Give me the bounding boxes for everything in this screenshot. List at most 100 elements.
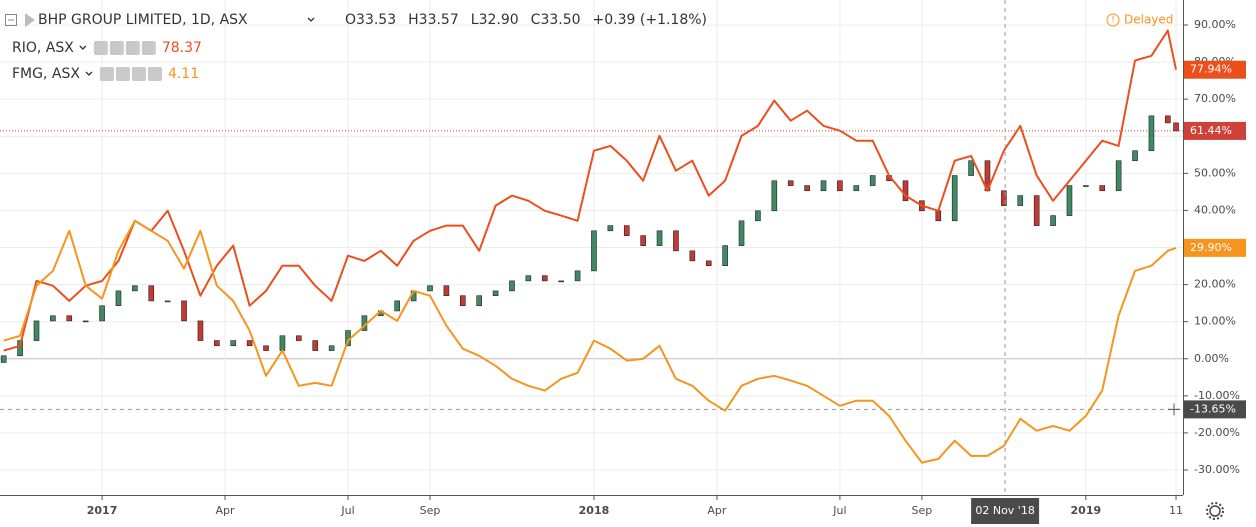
crosshair-y-label: -13.65% — [1190, 402, 1236, 415]
candle — [328, 345, 335, 351]
candle — [689, 250, 696, 262]
candle — [541, 275, 548, 282]
x-tick-label: Apr — [707, 504, 727, 517]
candle — [115, 290, 122, 307]
chevron — [79, 45, 87, 50]
y-tick-label: -20.00% — [1194, 426, 1240, 439]
delayed-icon — [1106, 13, 1120, 27]
ohlc-value: 33.50 — [540, 12, 580, 28]
legend-icon[interactable] — [125, 41, 140, 55]
candle — [591, 230, 597, 272]
candle — [1066, 185, 1073, 216]
y-tick-label: -10.00% — [1194, 389, 1240, 402]
y-tick-label: -30.00% — [1194, 463, 1240, 476]
candle — [1050, 215, 1056, 226]
candle — [525, 275, 532, 282]
ohlc-values: O33.53 H33.57 L32.90 C33.50 +0.39 (+1.18%) — [345, 12, 707, 28]
candle — [705, 260, 712, 266]
candle — [99, 305, 105, 322]
candle — [656, 230, 663, 246]
legend: RIO, ASX 78.37 FMG, ASX 4.11 — [12, 40, 202, 82]
candle — [574, 270, 581, 282]
x-tick-label: Jul — [832, 504, 846, 517]
candle — [771, 180, 778, 212]
legend-icon[interactable] — [131, 67, 146, 81]
crosshair-x-box — [971, 498, 1040, 524]
candle — [427, 285, 433, 292]
candle — [509, 280, 515, 292]
candle — [82, 320, 89, 323]
ohlc-key: C — [531, 12, 541, 28]
candle — [1033, 195, 1040, 226]
price-axis-panel — [1183, 0, 1256, 527]
legend-icon[interactable] — [109, 41, 124, 55]
flag-icon[interactable] — [25, 13, 35, 27]
legend-name[interactable]: FMG, ASX — [12, 66, 80, 82]
legend-name[interactable]: RIO, ASX — [12, 40, 74, 56]
legend-icon[interactable] — [115, 67, 130, 81]
candle — [181, 300, 187, 322]
legend-value: 4.11 — [168, 66, 199, 82]
x-tick-label: 11 — [1169, 504, 1183, 517]
legend-icon[interactable] — [147, 67, 162, 81]
candle — [214, 340, 220, 347]
collapse-icon[interactable] — [5, 14, 17, 26]
x-tick-label: Sep — [420, 504, 441, 517]
candle — [968, 160, 974, 176]
candle — [263, 345, 269, 351]
last-value-label: 29.90% — [1190, 241, 1232, 254]
x-tick-label: 2017 — [87, 504, 118, 517]
ohlc-key: L — [471, 12, 479, 28]
series-line — [3, 219, 1177, 464]
chevron — [85, 71, 93, 76]
candle — [607, 225, 614, 232]
candle — [1001, 190, 1007, 206]
y-tick-label: 70.00% — [1194, 92, 1236, 105]
legend-icon[interactable] — [93, 41, 108, 55]
candle — [558, 280, 564, 283]
crosshair-x-label: 02 Nov '18 — [975, 504, 1034, 517]
last-value-label: 61.44% — [1190, 124, 1232, 137]
candle — [1099, 185, 1106, 192]
settings-icon-teeth — [1206, 502, 1224, 520]
candle — [722, 245, 728, 266]
x-tick-label: Sep — [912, 504, 933, 517]
y-tick-label: 10.00% — [1194, 315, 1236, 328]
candle — [787, 180, 794, 186]
settings-icon[interactable] — [1209, 505, 1221, 517]
axes: -30.00%-20.00%-10.00%0.00%10.00%20.00%30… — [87, 18, 1240, 517]
candle — [1173, 122, 1179, 132]
x-tick-label: 2018 — [579, 504, 610, 517]
plot-area — [0, 0, 1183, 495]
y-tick-label: 50.00% — [1194, 166, 1236, 179]
candle — [1115, 160, 1122, 192]
y-tick-label: 90.00% — [1194, 18, 1236, 31]
candle — [148, 285, 155, 302]
legend-icon[interactable] — [99, 67, 114, 81]
main-symbol[interactable]: BHP GROUP LIMITED, 1D, ASX — [38, 12, 248, 28]
delayed-icon-glyph: ! — [1111, 16, 1115, 26]
x-tick-label: Jul — [340, 504, 354, 517]
last-value-box — [1184, 121, 1246, 140]
last-value-label: 77.94% — [1190, 63, 1232, 76]
candle — [1165, 115, 1171, 124]
legend-icon[interactable] — [141, 41, 156, 55]
candle — [296, 335, 302, 341]
last-value-box — [1184, 60, 1246, 79]
time-axis-panel — [0, 495, 1256, 527]
y-tick-label: 40.00% — [1194, 203, 1236, 216]
last-value-box — [1184, 238, 1246, 257]
legend-value: 78.37 — [162, 40, 202, 56]
candle — [623, 225, 630, 236]
candle — [33, 320, 40, 341]
candle — [804, 185, 810, 192]
candle — [640, 235, 646, 246]
status: Delayed — [1124, 13, 1173, 27]
x-tick-label: 2019 — [1071, 504, 1102, 517]
chevron — [307, 17, 315, 22]
series-line — [3, 29, 1177, 352]
candle — [0, 355, 7, 363]
candle — [279, 335, 286, 351]
